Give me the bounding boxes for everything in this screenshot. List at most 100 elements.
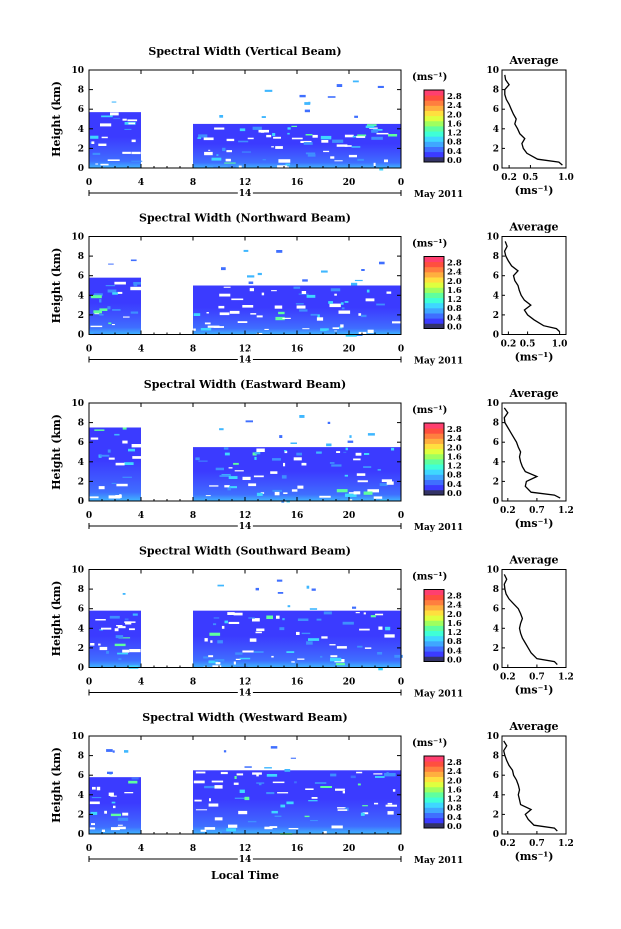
echo-cell bbox=[250, 313, 257, 315]
date-label: May 2011 bbox=[414, 856, 463, 866]
avg-y-tick-label: 4 bbox=[493, 624, 499, 634]
echo-cell bbox=[214, 817, 223, 821]
echo-cell bbox=[99, 646, 108, 651]
average-frame bbox=[501, 735, 567, 835]
echo-cell bbox=[321, 636, 328, 639]
echo-cell bbox=[352, 80, 359, 83]
echo-cell bbox=[357, 783, 361, 786]
echo-cell bbox=[316, 317, 324, 321]
echo-cell bbox=[287, 605, 291, 608]
average-profile-line bbox=[504, 74, 563, 166]
echo-cell bbox=[218, 305, 225, 309]
echo-cell bbox=[330, 773, 337, 777]
echo-cell bbox=[306, 294, 316, 298]
colorbar-cell bbox=[424, 282, 444, 288]
y-tick-label: 2 bbox=[78, 311, 84, 321]
echo-cell bbox=[205, 495, 211, 497]
colorbar-tick-label: 0.0 bbox=[447, 156, 462, 166]
echo-cell bbox=[133, 282, 141, 285]
colorbar-cell bbox=[424, 630, 444, 637]
echo-cell bbox=[247, 820, 257, 823]
echo-cell bbox=[131, 139, 136, 143]
echo-cell bbox=[111, 101, 117, 103]
echo-cell bbox=[198, 134, 208, 138]
echo-cell bbox=[269, 826, 278, 828]
echo-cell bbox=[131, 151, 141, 155]
avg-y-tick-label: 8 bbox=[493, 252, 499, 262]
echo-region-late bbox=[193, 610, 401, 668]
colorbar-tick-label: 2.0 bbox=[447, 443, 462, 453]
echo-cell bbox=[289, 662, 294, 664]
echo-cell bbox=[132, 456, 143, 459]
echo-cell bbox=[336, 84, 343, 87]
echo-cell bbox=[224, 485, 230, 488]
echo-cell bbox=[248, 483, 257, 487]
echo-cell bbox=[381, 479, 392, 482]
avg-y-tick-label: 8 bbox=[493, 419, 499, 429]
colorbar-cell bbox=[424, 756, 444, 762]
echo-cell bbox=[264, 328, 269, 330]
colorbar-cell bbox=[424, 651, 444, 657]
echo-cell bbox=[131, 444, 142, 448]
echo-cell bbox=[114, 643, 126, 647]
echo-cell bbox=[356, 473, 366, 476]
echo-cell bbox=[378, 667, 383, 671]
echo-cell bbox=[220, 771, 228, 775]
echo-cell bbox=[337, 809, 348, 811]
colorbar-cell bbox=[424, 428, 444, 434]
echo-cell bbox=[195, 809, 208, 811]
echo-cell bbox=[385, 804, 397, 807]
echo-cell bbox=[234, 470, 244, 472]
echo-cell bbox=[203, 137, 214, 141]
echo-cell bbox=[224, 620, 228, 624]
echo-cell bbox=[336, 663, 345, 666]
average-unit: (ms⁻¹) bbox=[515, 684, 554, 697]
colorbar-cell bbox=[424, 156, 444, 163]
colorbar-tick-label: 1.6 bbox=[447, 785, 462, 795]
y-tick-label: 8 bbox=[78, 419, 84, 429]
echo-cell bbox=[345, 447, 348, 451]
echo-cell bbox=[278, 311, 285, 315]
x-tick-label: 16 bbox=[291, 511, 304, 521]
echo-cell bbox=[113, 117, 121, 120]
echo-cell bbox=[110, 795, 117, 797]
date-label: May 2011 bbox=[414, 190, 463, 200]
colorbar-cell bbox=[424, 438, 444, 444]
echo-cell bbox=[379, 261, 385, 265]
colorbar-cell bbox=[424, 266, 444, 273]
colorbar-tick-label: 2.0 bbox=[447, 277, 462, 287]
echo-cell bbox=[301, 334, 314, 337]
echo-cell bbox=[206, 312, 209, 314]
avg-x-tick-label: 0.7 bbox=[529, 673, 545, 683]
echo-cell bbox=[376, 132, 389, 135]
colorbar-cell bbox=[424, 302, 444, 309]
echo-cell bbox=[379, 483, 388, 487]
echo-cell bbox=[336, 144, 348, 147]
echo-cell bbox=[302, 279, 308, 282]
echo-cell bbox=[108, 322, 112, 325]
echo-cell bbox=[384, 773, 396, 777]
echo-cell bbox=[299, 309, 308, 312]
colorbar-tick-label: 0.8 bbox=[447, 804, 462, 814]
colorbar-tick-label: 0.4 bbox=[447, 313, 462, 323]
echo-cell bbox=[256, 315, 263, 318]
average-title: Average bbox=[508, 221, 558, 234]
colorbar-cell bbox=[424, 474, 444, 480]
echo-texture bbox=[90, 249, 403, 337]
average-unit: (ms⁻¹) bbox=[515, 351, 554, 364]
colorbar-frame bbox=[423, 755, 445, 829]
echo-cell bbox=[228, 824, 238, 828]
colorbar-cell bbox=[424, 479, 444, 486]
echo-cell bbox=[117, 652, 128, 655]
echo-cell bbox=[244, 766, 252, 768]
colorbar-cell bbox=[424, 599, 444, 606]
echo-cell bbox=[270, 471, 278, 474]
echo-cell bbox=[122, 151, 131, 154]
avg-x-tick-label: 0.2 bbox=[500, 839, 516, 849]
echo-cell bbox=[256, 492, 263, 496]
echo-cell bbox=[336, 489, 348, 493]
echo-cell bbox=[356, 135, 366, 138]
echo-cell bbox=[214, 659, 225, 662]
echo-cell bbox=[270, 746, 278, 749]
echo-cell bbox=[366, 289, 370, 293]
